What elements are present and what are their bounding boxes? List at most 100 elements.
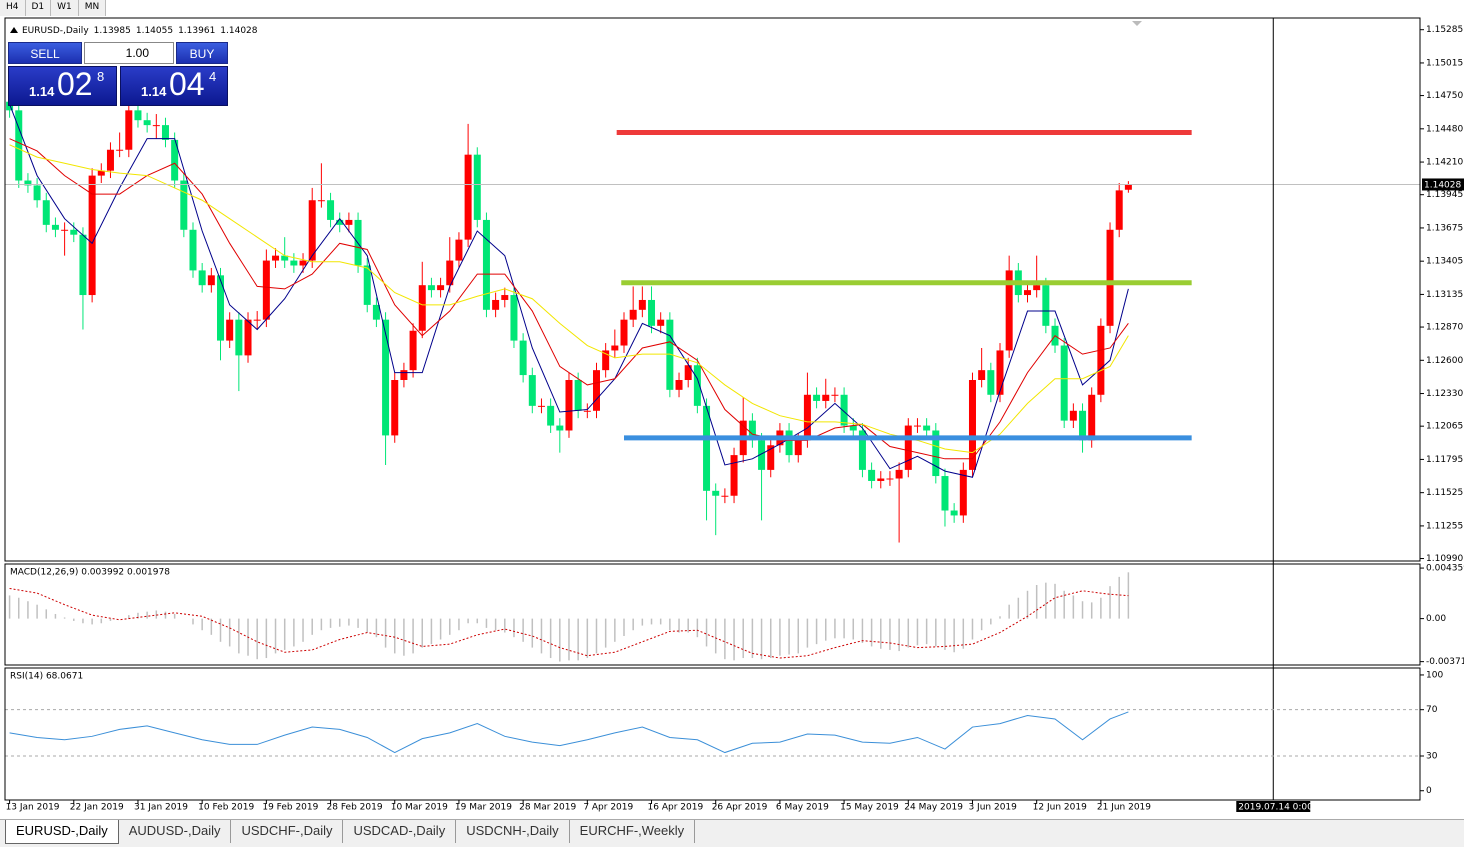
timeframe-button[interactable]: H4 — [0, 0, 26, 16]
candle-body — [272, 255, 280, 261]
candle-body — [290, 260, 298, 266]
chart-tab[interactable]: AUDUSD-,Daily — [119, 820, 232, 843]
y-tick-label: 1.12330 — [1426, 389, 1463, 399]
candle-body — [1097, 325, 1105, 395]
candle-body — [1060, 345, 1068, 421]
candle-body — [106, 149, 114, 171]
y-tick-label: 1.13675 — [1426, 223, 1463, 233]
candle-body — [895, 469, 903, 479]
candle-body — [528, 375, 536, 406]
candle-body — [134, 110, 142, 121]
x-tick-label: 22 Jan 2019 — [70, 803, 124, 813]
candle-body — [6, 101, 14, 111]
separator-label: 2019.07.14 0:00 — [1238, 803, 1313, 813]
candle-body — [97, 170, 105, 176]
candle-body — [602, 350, 610, 371]
y-tick-label: 1.14750 — [1426, 91, 1463, 101]
y-tick-label: 1.11795 — [1426, 455, 1463, 465]
y-tick-label: 0.00 — [1426, 614, 1446, 624]
timeframe-button[interactable]: D1 — [25, 0, 52, 16]
candle-body — [803, 394, 811, 441]
candle-body — [950, 510, 958, 516]
candle-body — [427, 285, 435, 291]
chart-tab[interactable]: EURUSD-,Daily — [5, 820, 119, 844]
y-tick-label: 1.15285 — [1426, 25, 1463, 35]
timeframe-button[interactable]: W1 — [51, 0, 79, 16]
sell-price[interactable]: 1.14 02 8 — [8, 66, 117, 106]
sell-button[interactable]: SELL — [8, 42, 82, 64]
candle-body — [1033, 285, 1041, 291]
panel-frame — [4, 17, 1421, 562]
candle-body — [813, 394, 821, 401]
candle-body — [978, 370, 986, 380]
header-icon — [10, 27, 18, 33]
price-fraction: 4 — [209, 69, 217, 84]
candle-body — [143, 120, 151, 126]
candle-body — [189, 229, 197, 271]
y-tick-label: 1.12600 — [1426, 356, 1463, 366]
x-tick-label: 21 Jun 2019 — [1097, 803, 1151, 813]
one-click-trading: SELL 1.00 BUY 1.14 02 8 1.14 04 4 — [8, 42, 228, 106]
candle-body — [748, 420, 756, 441]
buy-price[interactable]: 1.14 04 4 — [120, 66, 228, 106]
candle-body — [904, 425, 912, 470]
price-tag-label: 1.14028 — [1424, 180, 1461, 190]
y-tick-label: 1.13405 — [1426, 257, 1463, 267]
candle-body — [758, 440, 766, 470]
candle-body — [152, 125, 160, 127]
candle-body — [886, 478, 894, 480]
volume-input[interactable]: 1.00 — [84, 42, 174, 64]
chart-tab[interactable]: USDCAD-,Daily — [343, 820, 457, 843]
timeframe-button[interactable]: MN — [78, 0, 107, 16]
candle-body — [1042, 285, 1050, 326]
candle-body — [1005, 270, 1013, 351]
candle-body — [913, 425, 921, 427]
candle-body — [785, 430, 793, 456]
buy-button[interactable]: BUY — [176, 42, 228, 64]
candle-body — [730, 455, 738, 496]
candle-body — [198, 270, 206, 286]
candle-body — [822, 394, 830, 401]
candle-body — [226, 319, 234, 341]
y-tick-label: -0.00371 — [1426, 657, 1464, 667]
rsi-line — [9, 711, 1129, 754]
x-tick-label: 28 Feb 2019 — [327, 803, 383, 813]
timeframe-toolbar: H4 D1 W1 MN — [0, 0, 107, 16]
y-tick-label: 0.004359 — [1426, 564, 1464, 574]
candle-body — [473, 154, 481, 220]
chart-tab[interactable]: USDCNH-,Daily — [456, 820, 570, 843]
candle-body — [409, 330, 417, 371]
candle-body — [968, 380, 976, 470]
candle-body — [446, 260, 454, 286]
candle-body — [831, 394, 839, 396]
candle-body — [336, 219, 344, 225]
y-tick-label: 1.12065 — [1426, 422, 1463, 432]
header-value: EURUSD-,Daily — [22, 26, 89, 36]
candle-body — [840, 394, 848, 426]
candle-body — [33, 185, 41, 201]
y-tick-label: 1.14210 — [1426, 158, 1463, 168]
candle-body — [317, 200, 325, 202]
candle-body — [767, 445, 775, 470]
candle-body — [464, 154, 472, 240]
candle-body — [703, 405, 711, 491]
candle-body — [171, 139, 179, 181]
candle-body — [391, 380, 399, 436]
candle-body — [492, 299, 500, 310]
y-tick-label: 1.11525 — [1426, 488, 1463, 498]
candle-body — [482, 219, 490, 310]
candle-body — [1106, 229, 1114, 326]
indicator-title: RSI(14) 68.0671 — [10, 672, 83, 682]
price-fraction: 8 — [97, 69, 105, 84]
x-tick-label: 19 Feb 2019 — [262, 803, 318, 813]
chart-tab[interactable]: USDCHF-,Daily — [231, 820, 344, 843]
candle-body — [693, 365, 701, 406]
candle-body — [88, 175, 96, 296]
x-tick-label: 12 Jun 2019 — [1033, 803, 1087, 813]
candle-body — [262, 260, 270, 320]
candle-body — [556, 425, 564, 431]
chart-tab[interactable]: EURCHF-,Weekly — [570, 820, 696, 843]
x-tick-label: 7 Apr 2019 — [583, 803, 633, 813]
